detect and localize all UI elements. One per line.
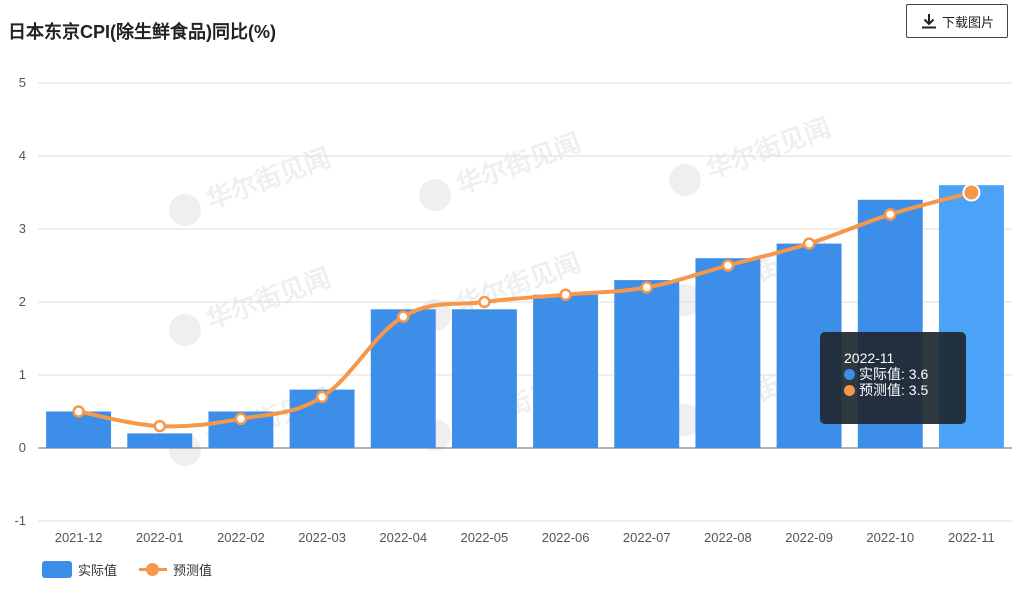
x-tick-label: 2022-05 [461, 530, 509, 545]
bar-actual [370, 309, 436, 448]
x-tick-label: 2021-12 [55, 530, 103, 545]
forecast-point [72, 405, 85, 418]
forecast-line [72, 183, 981, 433]
forecast-point [640, 281, 653, 294]
forecast-point [234, 412, 248, 426]
forecast-point [802, 237, 816, 250]
watermark-logo-icon [419, 179, 451, 211]
bar-actual [695, 258, 761, 448]
y-axis-ticks: -1 0 1 2 3 4 5 [14, 75, 26, 528]
legend-item-actual[interactable]: 实际值 [42, 560, 117, 579]
tooltip: 2022-11 实际值: 3.6 预测值: 3.5 [820, 332, 966, 424]
tooltip-category: 2022-11 [844, 350, 895, 366]
watermark-logo-icon [169, 194, 201, 226]
forecast-point [397, 310, 410, 323]
download-icon [921, 14, 936, 29]
x-tick-label: 2022-11 [948, 530, 995, 545]
watermark-3: 华尔街见闻 [169, 262, 335, 346]
tooltip-actual-dot [844, 368, 855, 380]
x-tick-label: 2022-01 [136, 530, 184, 545]
chart-title: 日本东京CPI(除生鲜食品)同比(%) [8, 22, 276, 42]
legend-forecast-label: 预测值 [173, 563, 213, 578]
forecast-point [559, 288, 572, 301]
x-axis-ticks: 2021-12 2022-01 2022-02 2022-03 2022-04 2022-… [55, 530, 995, 545]
forecast-point [721, 259, 735, 272]
y-tick-label: 3 [19, 221, 26, 236]
x-tick-label: 2022-09 [785, 530, 833, 545]
forecast-point [962, 183, 981, 202]
x-tick-label: 2022-07 [623, 530, 671, 545]
legend-actual-label: 实际值 [78, 563, 118, 578]
watermark-text: 华尔街见闻 [452, 127, 585, 201]
y-tick-label: 0 [19, 440, 26, 455]
actual-bars [46, 185, 1004, 448]
tooltip-forecast-value: 预测值: 3.5 [859, 382, 929, 398]
forecast-point [884, 208, 897, 221]
legend-item-forecast[interactable]: 预测值 [139, 560, 212, 579]
x-tick-label: 2022-10 [866, 530, 914, 545]
x-tick-label: 2022-03 [298, 530, 346, 545]
watermark-text: 华尔街见闻 [202, 262, 335, 336]
x-tick-label: 2022-04 [379, 530, 427, 545]
y-tick-label: 2 [19, 294, 26, 309]
x-tick-label: 2022-06 [542, 530, 590, 545]
bar-actual [614, 280, 680, 448]
x-tick-label: 2022-02 [217, 530, 265, 545]
forecast-point [315, 390, 329, 404]
legend-forecast-swatch [139, 561, 168, 578]
bar-actual [451, 309, 517, 448]
watermark-logo-icon [669, 164, 701, 196]
y-tick-label: 4 [19, 148, 26, 163]
legend: 实际值 预测值 [42, 560, 234, 579]
forecast-point [478, 295, 491, 309]
y-tick-label: 1 [19, 367, 26, 382]
x-tick-label: 2022-08 [704, 530, 752, 545]
forecast-line-path [78, 190, 972, 429]
watermark-text: 华尔街见闻 [202, 142, 335, 216]
legend-actual-swatch [42, 561, 72, 578]
tooltip-forecast-dot [844, 384, 855, 396]
watermark-1: 华尔街见闻 [419, 127, 585, 211]
watermark-logo-icon [169, 314, 201, 346]
y-tick-label: 5 [19, 75, 26, 90]
forecast-point [153, 419, 166, 433]
tooltip-actual-row: 实际值: 3.6 [844, 366, 966, 382]
bar-actual [127, 433, 193, 448]
download-label: 下载图片 [941, 14, 994, 30]
tooltip-actual-value: 实际值: 3.6 [859, 366, 929, 382]
y-tick-label: -1 [14, 513, 26, 528]
watermark-text: 华尔街见闻 [702, 112, 835, 186]
download-image-button[interactable]: 下载图片 [906, 4, 1008, 38]
tooltip-forecast-row: 预测值: 3.5 [844, 382, 966, 398]
bar-actual [533, 294, 599, 448]
